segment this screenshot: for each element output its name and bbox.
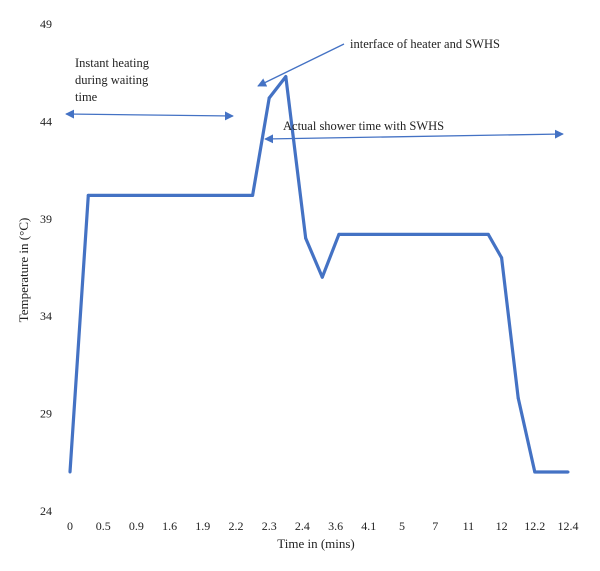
x-tick-labels: 0 0.5 0.9 1.6 1.9 2.2 2.3 2.4 3.6 4.1 5 7 11 12 12.2 12… (67, 519, 579, 533)
temperature-series-line (68, 74, 568, 474)
x-tick-label: 1.9 (195, 519, 210, 533)
x-tick-label: 0 (67, 519, 73, 533)
annotation-interface: interface of heater and SWHS (350, 37, 500, 51)
data-point (500, 256, 504, 260)
x-tick-label: 4.1 (361, 519, 376, 533)
x-tick-label: 2.3 (262, 519, 277, 533)
x-tick-label: 3.6 (328, 519, 343, 533)
y-tick-label: 24 (40, 504, 52, 518)
data-point (320, 275, 324, 279)
y-tick-label: 29 (40, 407, 52, 421)
annotation-waiting-time: Instant heating during waiting time (75, 56, 152, 104)
annotation-waiting-time-line-2: during waiting (75, 73, 149, 87)
y-axis-title: Temperature in (°C) (16, 218, 31, 323)
annotation-shower-time: Actual shower time with SWHS (283, 119, 444, 133)
x-tick-label: 2.4 (295, 519, 310, 533)
y-tick-labels: 24 29 34 39 44 49 (40, 17, 52, 518)
y-tick-label: 49 (40, 17, 52, 31)
waiting-time-arrow (65, 109, 234, 121)
annotation-waiting-time-line-3: time (75, 90, 98, 104)
x-tick-label: 7 (432, 519, 438, 533)
x-tick-label: 0.5 (96, 519, 111, 533)
x-tick-label: 12.2 (524, 519, 545, 533)
data-point (533, 470, 537, 474)
data-point (516, 396, 520, 400)
data-point (566, 470, 570, 474)
x-tick-label: 12 (496, 519, 508, 533)
series-points (68, 75, 570, 474)
shower-time-arrow (264, 129, 564, 144)
data-point (337, 232, 341, 236)
interface-arrow (257, 43, 345, 87)
data-point (304, 236, 308, 240)
x-tick-label: 1.6 (162, 519, 177, 533)
x-tick-label: 12.4 (558, 519, 579, 533)
annotation-waiting-time-line-1: Instant heating (75, 56, 150, 70)
y-tick-label: 34 (40, 309, 52, 323)
y-tick-label: 39 (40, 212, 52, 226)
data-point (68, 470, 72, 474)
data-point (86, 193, 90, 197)
y-tick-label: 44 (40, 114, 52, 128)
data-point (486, 232, 490, 236)
x-axis-title: Time in (mins) (277, 536, 355, 551)
x-tick-label: 0.9 (129, 519, 144, 533)
x-tick-label: 5 (399, 519, 405, 533)
data-point (251, 193, 255, 197)
data-point (284, 75, 288, 79)
x-tick-label: 11 (463, 519, 475, 533)
data-point (267, 96, 271, 100)
x-tick-label: 2.2 (229, 519, 244, 533)
